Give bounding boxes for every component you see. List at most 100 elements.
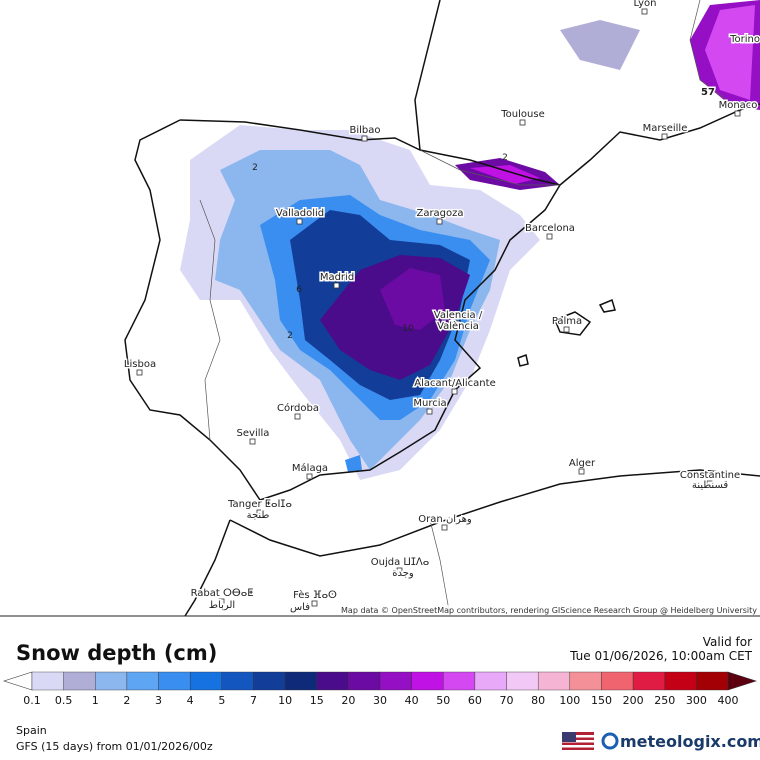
city-label: Sevilla bbox=[237, 428, 270, 439]
city-label: Palma bbox=[552, 316, 582, 327]
city-label: Alger bbox=[569, 458, 596, 469]
flag-canton bbox=[562, 732, 576, 742]
snow-area bbox=[345, 455, 362, 472]
city-marker bbox=[249, 438, 256, 445]
city-marker bbox=[311, 600, 318, 607]
scale-tick-label: 150 bbox=[591, 694, 612, 707]
city-marker bbox=[563, 326, 570, 333]
scale-tick-label: 0.1 bbox=[23, 694, 41, 707]
city-marker bbox=[294, 413, 301, 420]
scale-tick-label: 10 bbox=[278, 694, 292, 707]
city-label: Madrid bbox=[320, 272, 354, 283]
scale-tick-label: 250 bbox=[654, 694, 675, 707]
city-marker bbox=[396, 567, 403, 574]
scale-tick-label: 40 bbox=[405, 694, 419, 707]
scale-tick-label: 7 bbox=[250, 694, 257, 707]
scale-tick-label: 1 bbox=[92, 694, 99, 707]
border bbox=[689, 0, 741, 111]
scale-tick-label: 100 bbox=[559, 694, 580, 707]
city-label: Valencia / bbox=[434, 310, 483, 321]
legend-title: Snow depth (cm) bbox=[16, 641, 217, 665]
city-label: طنجة bbox=[247, 510, 270, 521]
snow-area bbox=[705, 5, 755, 100]
scale-tick-label: 0.5 bbox=[55, 694, 73, 707]
city-label: Valladolid bbox=[276, 208, 324, 219]
city-marker bbox=[436, 218, 443, 225]
coastline bbox=[179, 0, 441, 152]
borders bbox=[199, 0, 741, 617]
scale-tick-label: 50 bbox=[436, 694, 450, 707]
scale-tick-label: 200 bbox=[623, 694, 644, 707]
city-label: Córdoba bbox=[277, 402, 319, 414]
valid-time: Tue 01/06/2026, 10:00am CET bbox=[569, 649, 753, 663]
scale-segment bbox=[632, 671, 665, 691]
coastline bbox=[124, 119, 562, 501]
city-marker bbox=[546, 233, 553, 240]
coastline bbox=[229, 469, 760, 557]
contour-label: 2 bbox=[287, 331, 293, 341]
city-label: Murcia bbox=[413, 398, 446, 409]
scale-segment bbox=[443, 671, 476, 691]
attribution: Map data © OpenStreetMap contributors, r… bbox=[341, 606, 757, 615]
city-marker bbox=[661, 133, 668, 140]
border bbox=[419, 149, 560, 186]
scale-tick-label: 2 bbox=[123, 694, 130, 707]
city-marker bbox=[706, 480, 713, 487]
attribution-background bbox=[336, 605, 760, 616]
city-label: قسنطينة bbox=[692, 480, 729, 491]
city-label: الرباط bbox=[209, 600, 235, 611]
city-marker bbox=[306, 473, 313, 480]
scale-tick-label: 60 bbox=[468, 694, 482, 707]
scale-segment bbox=[537, 671, 571, 691]
snow-area bbox=[380, 268, 445, 330]
city-label: Oujda ⵡⵊⴷⴰ bbox=[371, 557, 430, 568]
border bbox=[199, 199, 221, 441]
city-label: Fès ⴼⴰⵙ bbox=[293, 589, 337, 601]
scale-segment bbox=[221, 671, 254, 691]
contour-label: 2 bbox=[502, 153, 508, 163]
city-marker bbox=[256, 509, 263, 516]
scale-segment bbox=[158, 671, 191, 691]
city-marker bbox=[519, 119, 526, 126]
city-label: 57 bbox=[701, 87, 715, 98]
city-marker bbox=[361, 135, 368, 142]
island bbox=[598, 298, 616, 313]
scale-tick-label: 20 bbox=[341, 694, 355, 707]
coastline bbox=[184, 519, 231, 617]
city-label: Rabat ⵔⴱⴰⵟ bbox=[191, 588, 254, 599]
snow-area bbox=[470, 165, 540, 184]
flag-stripe bbox=[562, 745, 594, 748]
scale-tick-label: 80 bbox=[531, 694, 545, 707]
city-label: Bilbao bbox=[349, 125, 380, 136]
scale-tick-label: 4 bbox=[187, 694, 194, 707]
border bbox=[429, 519, 451, 617]
city-label: Lisboa bbox=[124, 359, 156, 370]
scale-segment bbox=[601, 671, 634, 691]
scale-segment bbox=[664, 671, 697, 691]
scale-tick-label: 5 bbox=[218, 694, 225, 707]
city-label: Oran وهران bbox=[418, 514, 472, 525]
brand[interactable]: meteologix.com bbox=[620, 732, 760, 751]
snow-layer bbox=[180, 0, 760, 480]
snow-area bbox=[560, 20, 640, 70]
city-label: Barcelona bbox=[525, 223, 575, 234]
scale-segment bbox=[411, 671, 444, 691]
scale-arrow bbox=[3, 671, 33, 691]
city-labels: Lyon Torino 57 Monaco Toulouse Marseille Bilba… bbox=[122, 0, 760, 615]
scale-segment bbox=[31, 671, 64, 691]
city-label: Toulouse bbox=[500, 109, 544, 120]
scale-segment bbox=[696, 671, 729, 691]
city-label: Lyon bbox=[633, 0, 656, 9]
city-label: Torino bbox=[729, 34, 760, 45]
city-marker bbox=[218, 598, 225, 605]
scale-segment bbox=[316, 671, 349, 691]
flag-stripe bbox=[562, 740, 594, 743]
city-label: فاس bbox=[290, 602, 310, 613]
scale-tick-label: 15 bbox=[310, 694, 324, 707]
city-label: Marseille bbox=[643, 123, 688, 134]
city-marker bbox=[333, 282, 340, 289]
color-scale: 0.1 0.5 1 2 3 4 5 7 10 15 20 30 40 50 60 70 80 100 150 200 2… bbox=[3, 671, 757, 707]
scale-segment bbox=[63, 671, 96, 691]
